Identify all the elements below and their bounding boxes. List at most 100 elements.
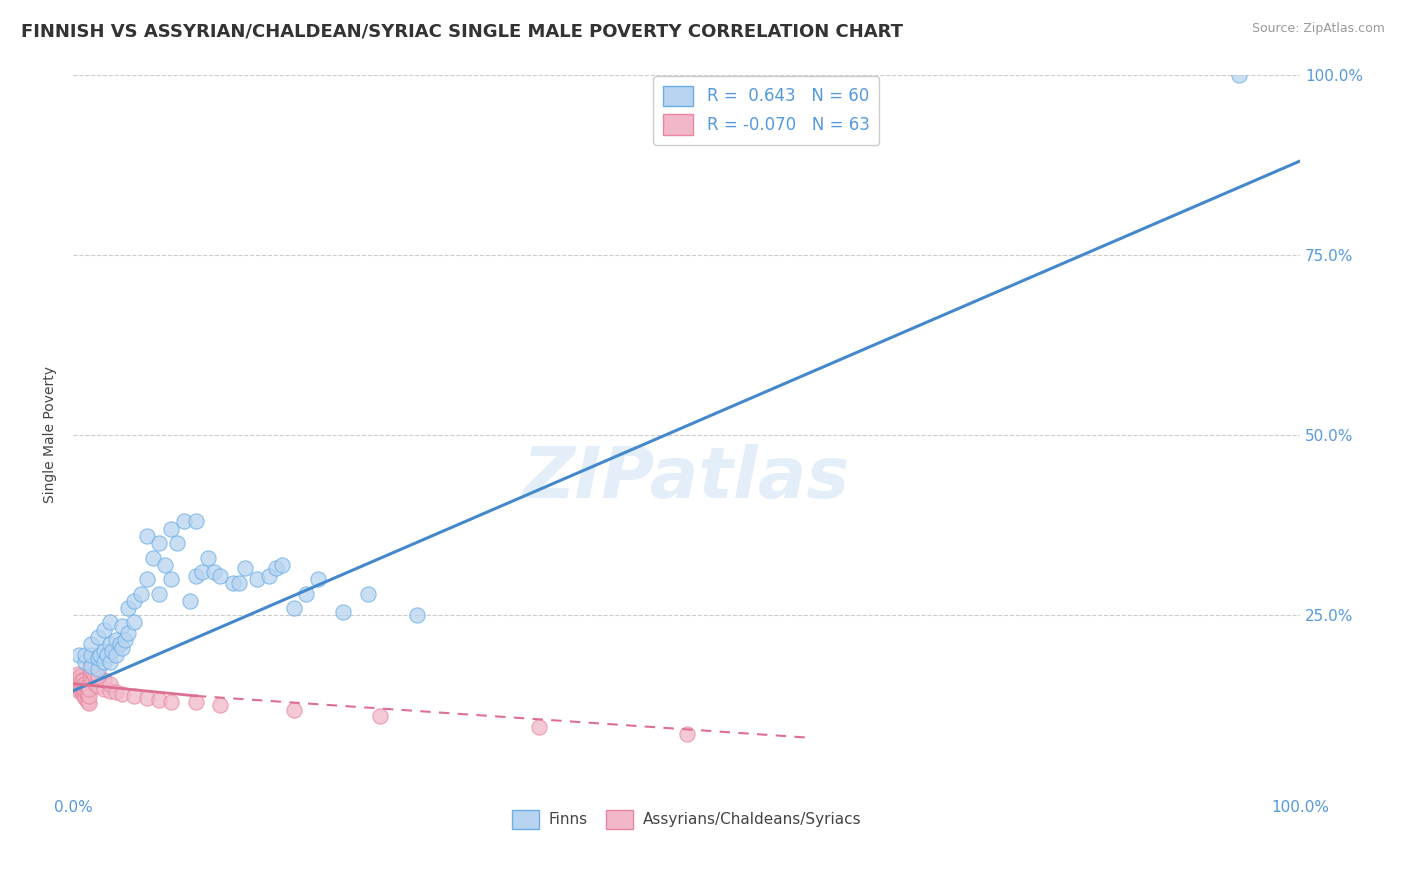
Point [142,550,165,565]
Point [184,695,207,709]
Point [76,679,98,693]
Point [66,674,89,689]
Y-axis label: Single Male Poverty: Single Male Poverty [44,367,58,503]
Point [70,685,93,699]
Point [66,672,89,686]
Point [356,586,378,600]
Point [72,688,94,702]
Point [166,536,188,550]
Point [96,648,118,662]
Point [75,684,97,698]
Point [93,673,115,687]
Point [75,691,97,706]
Point [69,681,91,696]
Point [75,655,97,669]
Text: ZIPatlas: ZIPatlas [523,443,851,513]
Point [184,568,207,582]
Point [93,681,115,696]
Point [86,662,108,676]
Point [124,689,146,703]
Point [79,655,101,669]
Point [117,626,139,640]
Point [148,586,170,600]
Point [70,680,93,694]
Point [75,676,97,690]
Point [332,605,354,619]
Point [80,658,103,673]
Point [148,693,170,707]
Point [197,550,219,565]
Point [98,637,121,651]
Point [66,673,89,687]
Point [86,669,108,683]
Point [264,561,287,575]
Point [111,640,134,655]
Point [111,688,134,702]
Point [70,673,93,687]
Point [160,695,183,709]
Point [76,685,98,699]
Point [84,676,107,690]
Point [72,680,94,694]
Point [67,684,90,698]
Point [80,665,103,679]
Point [66,680,89,694]
Point [65,676,87,690]
Point [89,648,111,662]
Point [105,648,128,662]
Point [98,684,121,698]
Point [101,644,124,658]
Point [69,669,91,683]
Point [98,655,121,669]
Point [80,648,103,662]
Point [80,672,103,686]
Point [79,669,101,683]
Point [98,676,121,690]
Point [105,685,128,699]
Point [84,669,107,683]
Point [153,558,176,572]
Point [295,586,318,600]
Point [76,695,98,709]
Point [202,565,225,579]
Point [86,671,108,685]
Point [114,633,136,648]
Point [368,709,391,723]
Point [69,674,91,689]
Point [86,651,108,665]
Text: FINNISH VS ASSYRIAN/CHALDEAN/SYRIAC SINGLE MALE POVERTY CORRELATION CHART: FINNISH VS ASSYRIAN/CHALDEAN/SYRIAC SING… [21,22,903,40]
Point [675,727,697,741]
Point [105,633,128,648]
Point [184,515,207,529]
Point [76,688,98,702]
Point [221,575,243,590]
Point [129,586,152,600]
Point [148,536,170,550]
Point [67,672,90,686]
Point [1227,68,1250,82]
Point [124,593,146,607]
Point [228,575,250,590]
Point [73,689,96,703]
Point [93,644,115,658]
Point [209,568,232,582]
Point [82,658,104,673]
Point [135,529,157,543]
Point [76,692,98,706]
Point [283,703,305,717]
Point [529,720,551,734]
Point [82,665,104,680]
Point [73,681,96,696]
Point [77,689,100,703]
Point [80,637,103,651]
Point [93,655,115,669]
Point [246,572,269,586]
Point [124,615,146,630]
Point [233,561,256,575]
Point [67,648,90,662]
Point [80,657,103,672]
Point [72,674,94,689]
Point [283,601,305,615]
Point [66,667,89,681]
Point [209,698,232,713]
